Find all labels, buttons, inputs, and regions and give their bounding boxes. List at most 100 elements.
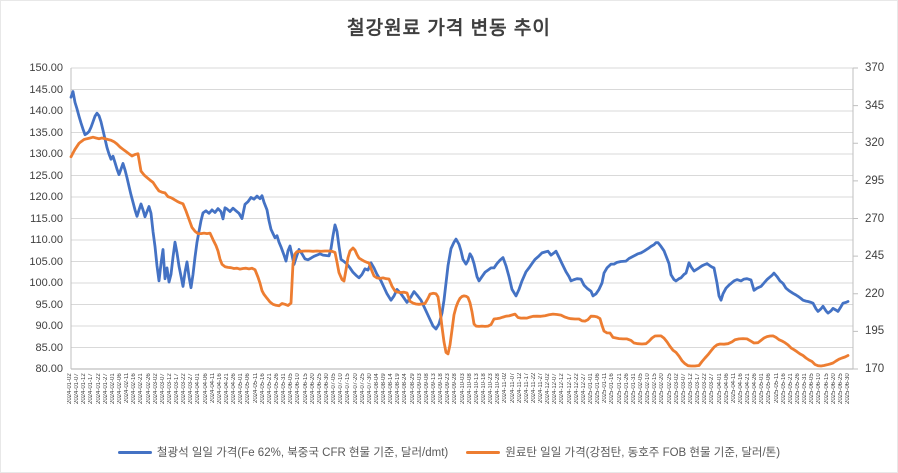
x-axis-tick: 2025-01-26 <box>623 373 630 404</box>
x-axis-tick: 2024-01-17 <box>88 373 95 404</box>
chart-title: 철강원료 가격 변동 추이 <box>347 18 551 39</box>
y-axis-left-tick: 145.00 <box>29 83 63 96</box>
coking-coal-price-line <box>69 135 850 368</box>
axis-lines <box>70 67 858 370</box>
x-axis-tick: 2024-08-09 <box>381 373 388 404</box>
x-axis-tick: 2024-05-16 <box>259 373 266 404</box>
y-axis-left-tick: 105.00 <box>29 255 63 268</box>
y-axis-right-tick: 170 <box>865 363 885 375</box>
x-axis-tick: 2025-04-21 <box>745 373 752 404</box>
x-axis-tick: 2024-03-02 <box>152 373 159 404</box>
y-axis-right-tick: 195 <box>865 325 885 338</box>
x-axis-tick: 2024-06-15 <box>302 373 309 404</box>
x-axis-tick: 2025-01-21 <box>616 373 623 404</box>
x-axis-tick: 2024-02-26 <box>145 373 152 404</box>
x-axis-tick: 2024-03-17 <box>174 373 181 404</box>
x-axis-tick: 2024-06-20 <box>309 373 316 404</box>
x-axis-tick: 2024-11-22 <box>530 373 537 404</box>
y-axis-left-tick: 140.00 <box>29 105 63 117</box>
y-axis-left-tick: 110.00 <box>30 234 63 246</box>
x-axis-tick: 2024-02-06 <box>116 373 123 404</box>
y-axis-left-tick: 115.00 <box>30 212 63 225</box>
x-axis-tick: 2024-12-22 <box>573 373 580 404</box>
x-axis-tick: 2025-06-30 <box>845 373 851 404</box>
x-axis-tick: 2025-05-06 <box>766 373 773 404</box>
x-axis-tick: 2024-01-22 <box>95 373 102 404</box>
x-axis-tick: 2025-06-10 <box>816 373 823 404</box>
x-axis-tick: 2024-01-02 <box>67 373 73 404</box>
x-axis-tick: 2024-05-21 <box>266 373 273 404</box>
x-axis-tick: 2025-04-16 <box>737 373 744 404</box>
x-axis-tick: 2024-02-21 <box>138 373 145 404</box>
legend-item-iron-ore: 철광석 일일 가격(Fe 62%, 북중국 CFR 현물 기준, 달러/dmt) <box>117 444 449 460</box>
y-axis-left-tick: 100.00 <box>29 277 63 289</box>
x-axis-tick: 2024-03-12 <box>166 373 173 404</box>
x-axis-tick: 2024-03-07 <box>159 373 166 404</box>
x-axis-tick: 2024-02-01 <box>109 373 116 404</box>
x-axis-tick: 2025-05-21 <box>787 373 794 404</box>
x-axis-tick: 2025-06-20 <box>830 373 837 404</box>
y-axis-left-tick: 130.00 <box>29 148 63 160</box>
x-axis-tick: 2024-05-06 <box>245 373 252 404</box>
x-axis-tick: 2025-05-16 <box>780 373 787 404</box>
x-axis-tick: 2025-01-16 <box>609 373 616 404</box>
x-axis-tick: 2024-07-30 <box>366 373 373 404</box>
x-axis-tick: 2025-01-31 <box>630 373 637 404</box>
legend-item-coking-coal: 원료탄 일일 가격(강점탄, 동호주 FOB 현물 기준, 달러/톤) <box>466 444 780 460</box>
series-lines <box>69 90 850 368</box>
x-axis-tick: 2024-11-17 <box>523 373 530 404</box>
x-axis-tick: 2024-08-04 <box>373 373 380 404</box>
x-axis-tick: 2025-05-26 <box>795 373 802 404</box>
x-axis-tick: 2025-05-11 <box>773 373 780 404</box>
coking-coal-legend-label: 원료탄 일일 가격(강점탄, 동호주 FOB 현물 기준, 달러/톤) <box>505 447 781 459</box>
y-axis-right-tick: 370 <box>865 62 885 74</box>
y-axis-right-tick: 245 <box>865 250 885 263</box>
y-axis-left-tick: 150.00 <box>29 62 63 74</box>
y-axis-left-tick: 125.00 <box>29 169 63 182</box>
x-axis-tick: 2024-05-11 <box>252 373 259 404</box>
x-axis-tick: 2024-04-01 <box>195 373 202 404</box>
x-axis-tick: 2024-06-10 <box>295 373 302 404</box>
x-axis-tick: 2024-10-03 <box>459 373 466 404</box>
x-axis-tick: 2025-02-25 <box>666 373 673 404</box>
x-axis-tick: 2025-02-05 <box>638 373 644 404</box>
x-axis-tick: 2025-03-02 <box>673 373 680 404</box>
x-axis-tick: 2024-10-13 <box>473 373 480 404</box>
x-axis-tick: 2024-11-07 <box>509 373 516 404</box>
y-axis-left-tick: 90.00 <box>35 320 63 332</box>
y-axis-right-tick: 220 <box>865 287 885 300</box>
x-axis-tick: 2025-03-12 <box>687 373 694 404</box>
x-axis-tick: 2025-04-11 <box>730 373 737 404</box>
x-axis-tick: 2024-05-26 <box>273 373 280 404</box>
x-axis-tick: 2024-06-30 <box>323 373 330 404</box>
x-axis-tick: 2025-02-20 <box>659 373 666 404</box>
x-axis-tick: 2024-04-11 <box>209 373 216 404</box>
x-axis-tick: 2025-01-01 <box>588 373 595 404</box>
y-axis-right-tick: 295 <box>865 174 885 187</box>
y-axis-left-tick: 80.00 <box>35 363 63 375</box>
x-axis-tick: 2024-11-12 <box>516 373 523 404</box>
x-axis-tick: 2024-07-20 <box>352 373 359 404</box>
y-axis-left-tick: 120.00 <box>29 191 63 203</box>
iron-ore-legend-label: 철광석 일일 가격(Fe 62%, 북중국 CFR 현물 기준, 달러/dmt) <box>156 447 449 459</box>
x-axis-tick: 2024-07-25 <box>359 373 366 404</box>
x-axis-tick: 2024-09-03 <box>416 373 423 404</box>
x-axis-tick: 2024-09-13 <box>431 373 438 404</box>
x-axis-tick: 2025-06-15 <box>823 373 830 404</box>
y-axis-left-tick: 135.00 <box>29 126 63 139</box>
y-axis-left-tick: 95.00 <box>35 298 63 311</box>
y-axis-right-tick: 270 <box>865 212 885 225</box>
x-axis-tick: 2025-06-25 <box>837 373 844 404</box>
x-axis-tick: 2024-04-16 <box>216 373 223 404</box>
x-axis-tick: 2025-03-27 <box>709 373 716 404</box>
x-axis-tick: 2024-10-18 <box>480 373 487 404</box>
x-axis-tick: 2025-04-06 <box>723 373 730 404</box>
y-axis-right-tick: 320 <box>865 137 885 150</box>
x-axis-tick: 2024-11-02 <box>502 373 509 404</box>
x-axis-tick: 2024-08-29 <box>409 373 416 404</box>
y-axis-right-tick: 345 <box>865 99 885 112</box>
iron-ore-line-swatch <box>117 450 152 454</box>
x-axis-tick: 2024-09-28 <box>452 373 459 404</box>
x-axis-tick: 2024-09-08 <box>423 373 430 404</box>
